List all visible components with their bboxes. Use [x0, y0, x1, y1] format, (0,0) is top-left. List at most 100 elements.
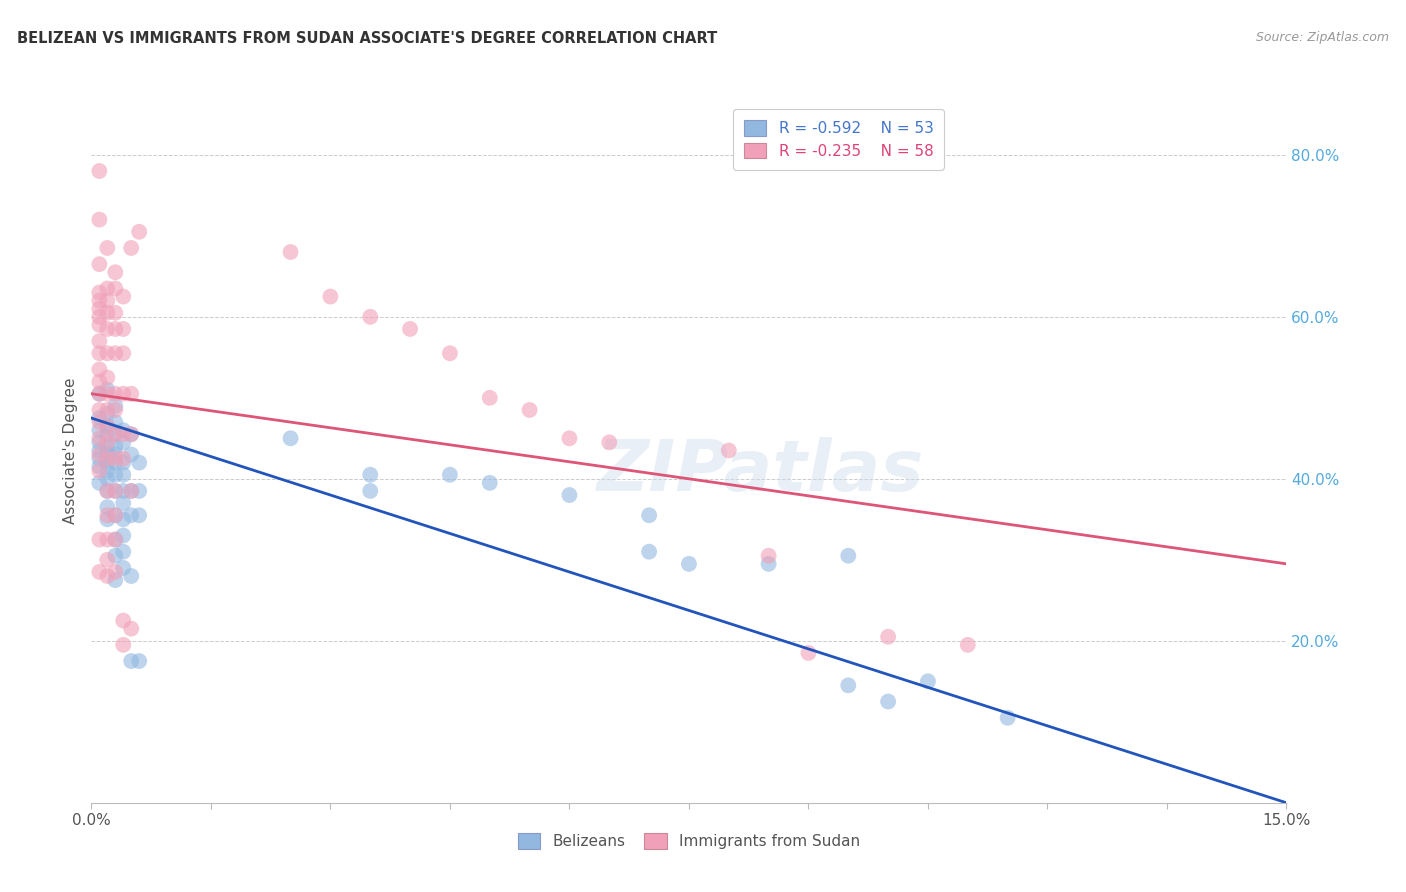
Point — [104, 427, 127, 442]
Point — [120, 386, 142, 401]
Point — [96, 403, 118, 417]
Point — [104, 281, 127, 295]
Point — [359, 483, 381, 498]
Point — [96, 472, 118, 486]
Point — [120, 483, 142, 498]
Point — [112, 451, 135, 466]
Point — [837, 549, 859, 563]
Point — [89, 411, 111, 425]
Point — [877, 694, 900, 708]
Point — [89, 164, 111, 178]
Point — [128, 654, 150, 668]
Point — [112, 614, 135, 628]
Point — [96, 464, 118, 478]
Point — [104, 483, 127, 498]
Y-axis label: Associate's Degree: Associate's Degree — [63, 377, 79, 524]
Point — [89, 334, 111, 348]
Point — [89, 459, 111, 474]
Point — [717, 443, 740, 458]
Point — [89, 415, 111, 429]
Point — [89, 423, 111, 437]
Text: Source: ZipAtlas.com: Source: ZipAtlas.com — [1256, 31, 1389, 45]
Point — [89, 431, 111, 445]
Point — [104, 346, 127, 360]
Point — [89, 403, 111, 417]
Point — [112, 467, 135, 482]
Point — [89, 451, 111, 466]
Point — [104, 448, 127, 462]
Point — [104, 439, 127, 453]
Point — [96, 435, 118, 450]
Point — [104, 386, 127, 401]
Point — [112, 322, 135, 336]
Point — [96, 306, 118, 320]
Point — [96, 370, 118, 384]
Point — [758, 549, 780, 563]
Point — [89, 301, 111, 316]
Point — [96, 456, 118, 470]
Point — [837, 678, 859, 692]
Point — [96, 512, 118, 526]
Point — [112, 561, 135, 575]
Point — [112, 483, 135, 498]
Point — [89, 464, 111, 478]
Point — [104, 415, 127, 429]
Point — [96, 448, 118, 462]
Point — [96, 483, 118, 498]
Point — [96, 419, 118, 434]
Point — [104, 403, 127, 417]
Point — [120, 622, 142, 636]
Point — [519, 403, 541, 417]
Point — [96, 483, 118, 498]
Point — [104, 427, 127, 442]
Point — [89, 346, 111, 360]
Point — [89, 212, 111, 227]
Text: ZIPatlas: ZIPatlas — [598, 437, 924, 506]
Point — [104, 322, 127, 336]
Point — [96, 569, 118, 583]
Point — [96, 281, 118, 295]
Point — [439, 346, 461, 360]
Point — [89, 362, 111, 376]
Point — [128, 225, 150, 239]
Point — [112, 423, 135, 437]
Point — [96, 386, 118, 401]
Point — [280, 431, 302, 445]
Point — [678, 557, 700, 571]
Point — [96, 553, 118, 567]
Point — [96, 241, 118, 255]
Point — [120, 508, 142, 523]
Point — [120, 569, 142, 583]
Point — [558, 431, 581, 445]
Point — [96, 419, 118, 434]
Point — [120, 654, 142, 668]
Point — [128, 456, 150, 470]
Point — [120, 427, 142, 442]
Point — [128, 508, 150, 523]
Point — [112, 528, 135, 542]
Point — [112, 386, 135, 401]
Point — [280, 245, 302, 260]
Point — [112, 512, 135, 526]
Point — [956, 638, 979, 652]
Point — [89, 293, 111, 308]
Point — [89, 435, 111, 450]
Point — [89, 475, 111, 490]
Point — [112, 435, 135, 450]
Point — [558, 488, 581, 502]
Point — [96, 439, 118, 453]
Point — [89, 386, 111, 401]
Point — [89, 443, 111, 458]
Point — [96, 500, 118, 515]
Point — [96, 383, 118, 397]
Point — [598, 435, 620, 450]
Point — [104, 549, 127, 563]
Point — [104, 573, 127, 587]
Point — [104, 565, 127, 579]
Point — [478, 391, 501, 405]
Point — [96, 407, 118, 421]
Point — [638, 545, 661, 559]
Point — [96, 293, 118, 308]
Point — [399, 322, 422, 336]
Point — [120, 427, 142, 442]
